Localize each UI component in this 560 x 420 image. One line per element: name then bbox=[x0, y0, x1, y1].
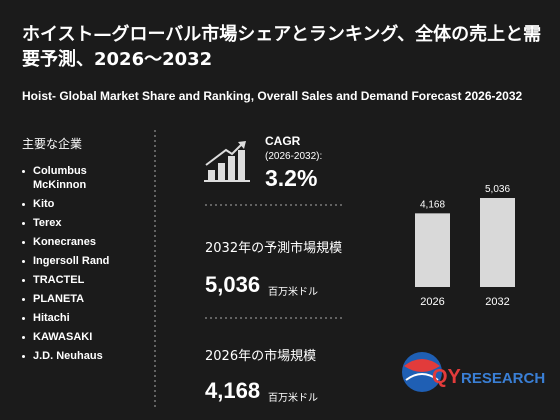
logo-brand: QY bbox=[432, 366, 462, 388]
x-tick-label: 2032 bbox=[485, 296, 509, 308]
bar-chart: 4,168 2026 5,036 2032 bbox=[415, 184, 515, 308]
company-list: Columbus McKinnon Kito Terex Konecranes Inge… bbox=[22, 164, 142, 368]
logo: QY RESEARCH bbox=[402, 352, 545, 392]
company: Kito bbox=[22, 197, 142, 211]
company: Columbus McKinnon bbox=[22, 164, 142, 192]
x-tick-label: 2026 bbox=[420, 296, 444, 308]
companies-heading: 主要な企業 bbox=[22, 137, 83, 151]
value-label: 4,168 bbox=[420, 199, 445, 210]
company: Hitachi bbox=[22, 311, 142, 325]
company: J.D. Neuhaus bbox=[22, 349, 142, 363]
company: Ingersoll Rand bbox=[22, 254, 142, 268]
bar bbox=[415, 213, 450, 287]
company: PLANETA bbox=[22, 292, 142, 306]
cagr-period: (2026-2032): bbox=[265, 151, 323, 162]
forecast-value: 5,036 bbox=[205, 272, 261, 297]
company: TRACTEL bbox=[22, 273, 142, 287]
current-unit: 百万米ドル bbox=[268, 393, 318, 404]
forecast-unit: 百万米ドル bbox=[268, 287, 318, 298]
title: ホイスト—グローバル市場シェアとランキング、全体の売上と需要予測、2026～20… bbox=[22, 24, 542, 70]
company: KAWASAKI bbox=[22, 330, 142, 344]
forecast-label: 2032年の予測市場規模 bbox=[205, 241, 343, 256]
company: Terex bbox=[22, 216, 142, 230]
current-label: 2026年の市場規模 bbox=[205, 349, 317, 364]
value-label: 5,036 bbox=[485, 184, 510, 195]
growth-icon bbox=[204, 141, 250, 182]
logo-suffix: RESEARCH bbox=[461, 370, 545, 387]
cagr-label: CAGR bbox=[265, 134, 301, 148]
subtitle: Hoist- Global Market Share and Ranking, … bbox=[22, 89, 523, 103]
bar bbox=[480, 198, 515, 287]
cagr-value: 3.2% bbox=[265, 165, 318, 191]
company: Konecranes bbox=[22, 235, 142, 249]
current-value: 4,168 bbox=[205, 378, 261, 403]
